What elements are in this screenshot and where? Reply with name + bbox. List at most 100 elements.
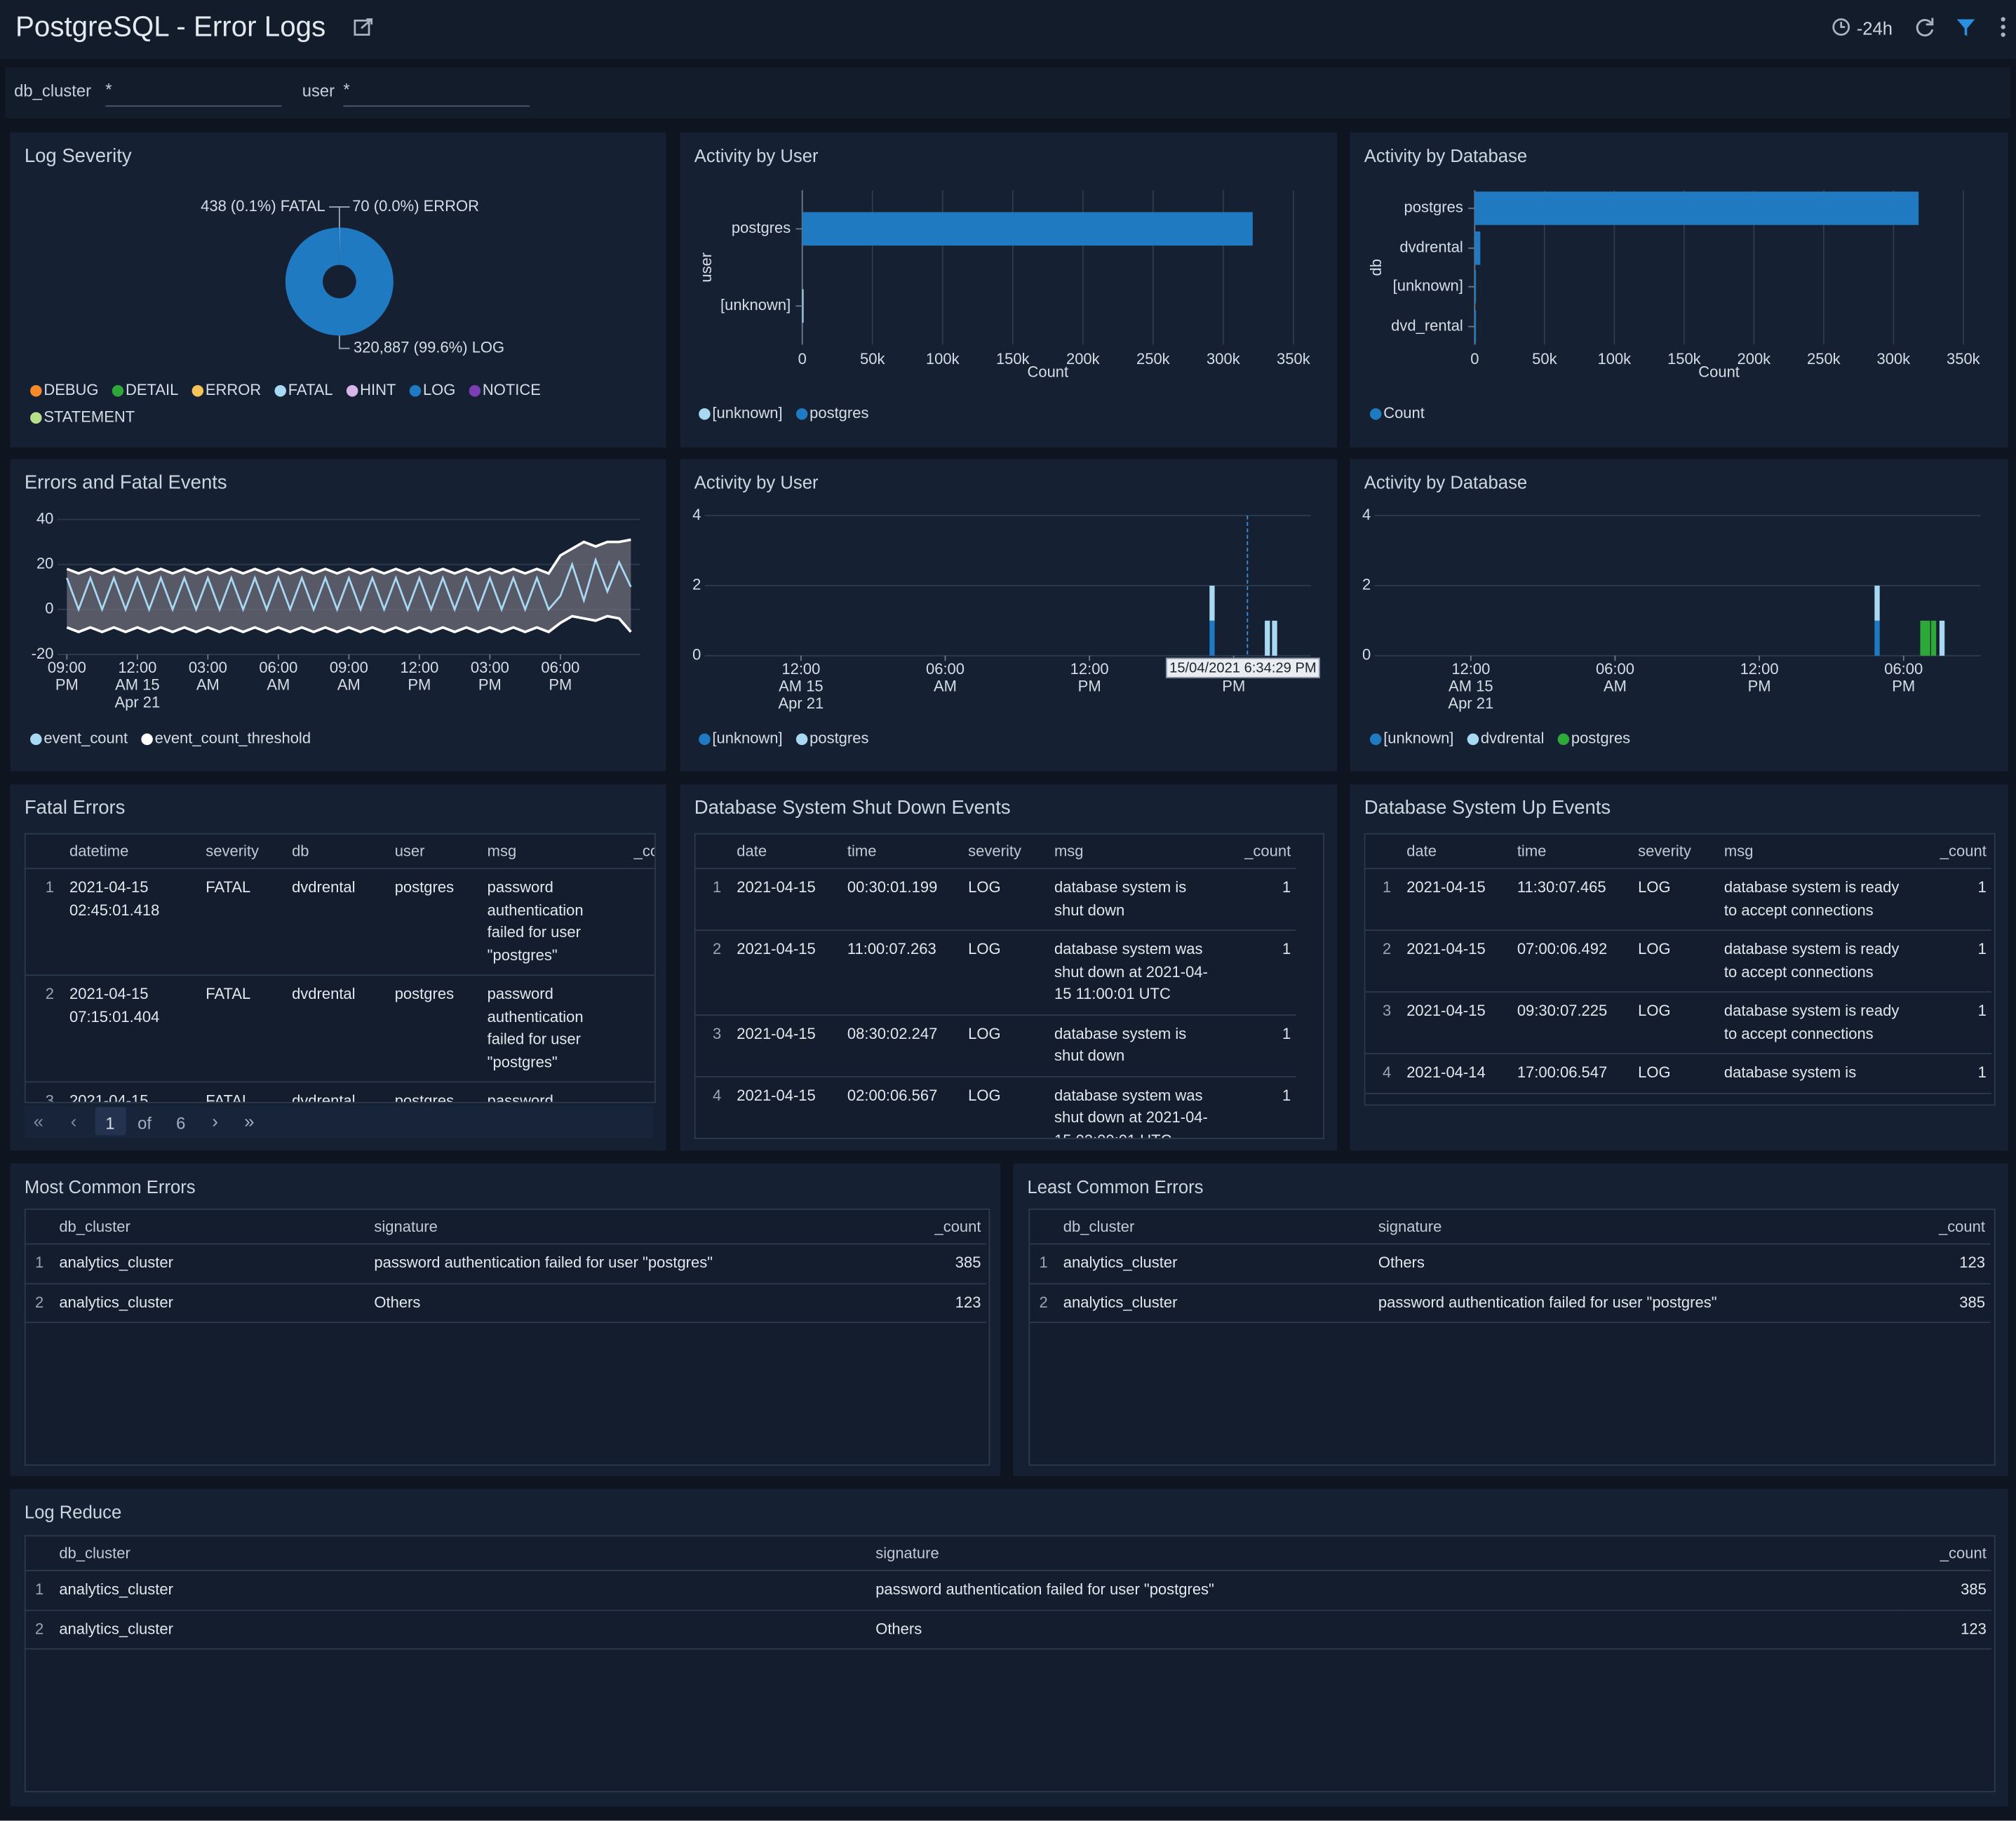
bar bbox=[1874, 620, 1880, 656]
table-cell: analytics_cluster bbox=[53, 1244, 370, 1284]
table-cell: 07:00:06.492 bbox=[1512, 930, 1633, 993]
bar bbox=[1474, 269, 1477, 304]
filter-bar: db_cluster * user * bbox=[5, 67, 2011, 119]
row-number: 3 bbox=[1365, 992, 1402, 1054]
column-header: _count bbox=[629, 834, 654, 870]
table-cell: database system is shut down bbox=[1049, 868, 1219, 932]
table-cell: analytics_cluster bbox=[1058, 1283, 1373, 1324]
x-tick-label: 100k bbox=[1597, 350, 1632, 368]
x-tick-label: 300k bbox=[1876, 350, 1911, 368]
x-tick-label: AM 15 bbox=[115, 676, 160, 694]
row-number: 1 bbox=[25, 1570, 54, 1611]
last-page[interactable]: » bbox=[244, 1110, 255, 1131]
table-cell: 1 bbox=[1914, 992, 1992, 1054]
legend-swatch bbox=[274, 384, 286, 397]
clock-icon[interactable] bbox=[1831, 17, 1851, 37]
filter-value[interactable]: * bbox=[105, 79, 112, 100]
legend-swatch bbox=[141, 733, 153, 746]
x-tick-label: AM bbox=[1604, 677, 1627, 694]
y-tick-label: 2 bbox=[692, 576, 701, 593]
page-number[interactable]: 1 bbox=[105, 1113, 115, 1133]
filter-icon[interactable] bbox=[1954, 15, 1977, 39]
slice-label: 438 (0.1%) FATAL bbox=[201, 197, 325, 215]
table-cell: Others bbox=[369, 1283, 899, 1324]
panel: Activity by Database bbox=[1350, 459, 2008, 772]
row-number-header bbox=[1365, 834, 1402, 870]
event-line bbox=[66, 556, 632, 612]
first-page[interactable]: « bbox=[33, 1110, 43, 1131]
table: db_cluster signature _count 1 analytics_clus… bbox=[24, 1208, 990, 1466]
x-tick-label: 12:00 bbox=[781, 660, 820, 678]
x-tick-label: 03:00 bbox=[189, 659, 227, 676]
table-row: 2 analytics_cluster password authenticatio… bbox=[1030, 1283, 1991, 1324]
legend-label: HINT bbox=[360, 381, 396, 398]
x-tick-label: 0 bbox=[1470, 350, 1479, 368]
bar bbox=[1474, 231, 1481, 265]
row-number-header bbox=[695, 834, 732, 870]
legend-swatch bbox=[795, 408, 808, 420]
table-cell: 00:30:01.199 bbox=[842, 868, 963, 932]
x-tick-label: 12:00 bbox=[1740, 660, 1779, 678]
row-number: 2 bbox=[25, 1609, 54, 1650]
pagination: « ‹ 1 of 6 › » bbox=[24, 1106, 654, 1138]
legend-label: Count bbox=[1383, 404, 1425, 422]
table-cell: LOG bbox=[1632, 868, 1719, 932]
table-cell: LOG bbox=[962, 1014, 1049, 1077]
page-box[interactable] bbox=[95, 1107, 126, 1136]
time-range[interactable]: -24h bbox=[1856, 18, 1893, 39]
column-header: db bbox=[286, 834, 390, 870]
legend-swatch bbox=[699, 733, 711, 746]
table-body: 1 analytics_cluster password authenticatio… bbox=[25, 1244, 986, 1324]
table: db_cluster signature _count 1 analytics_clus… bbox=[24, 1535, 1996, 1793]
panel-title: Log Severity bbox=[24, 145, 132, 168]
column-header: severity bbox=[200, 834, 287, 870]
next-page[interactable]: › bbox=[212, 1110, 218, 1131]
bar bbox=[1920, 620, 1926, 656]
x-tick-label: PM bbox=[1222, 677, 1245, 694]
legend-label: FATAL bbox=[288, 381, 333, 398]
bar bbox=[802, 289, 804, 323]
table-cell: postgres bbox=[389, 975, 483, 1083]
y-tick-label: -20 bbox=[32, 645, 54, 662]
table-grid: date time severity msg _count 1 2021-04-15 11:3… bbox=[1365, 834, 1992, 1094]
table-cell: database system was shut down at 2021-04… bbox=[1049, 930, 1219, 1016]
x-tick-label: PM bbox=[55, 676, 79, 694]
leader-line bbox=[329, 206, 350, 349]
column-header: signature bbox=[870, 1536, 1900, 1571]
prev-page[interactable]: ‹ bbox=[70, 1110, 77, 1131]
x-axis-label: Count bbox=[1027, 363, 1068, 380]
x-tick-label: Apr 21 bbox=[778, 694, 824, 712]
column-header: db_cluster bbox=[53, 1536, 871, 1571]
table-cell: analytics_cluster bbox=[53, 1609, 871, 1650]
row-number-header bbox=[25, 1209, 54, 1245]
table-cell: 1 bbox=[1914, 868, 1992, 932]
x-tick-label: 350k bbox=[1947, 350, 1981, 368]
table-cell: LOG bbox=[962, 930, 1049, 1016]
legend-swatch bbox=[112, 384, 124, 397]
table-cell: 2021-04-15 02:45:01.418 bbox=[64, 868, 201, 976]
pie-hole bbox=[323, 265, 356, 298]
y-tick-label: dvdrental bbox=[1399, 238, 1463, 256]
table-row: 4 2021-04-14 17:00:06.547 LOG database syste… bbox=[1365, 1054, 1992, 1094]
row-number-header bbox=[1030, 1209, 1059, 1245]
menu-icon[interactable] bbox=[1998, 15, 2008, 41]
threshold-lower bbox=[66, 614, 632, 633]
threshold-band bbox=[67, 539, 631, 632]
refresh-icon[interactable] bbox=[1913, 15, 1936, 39]
panel-title: Database System Up Events bbox=[1364, 797, 1611, 819]
x-tick-label: Apr 21 bbox=[1448, 694, 1493, 712]
panel-title: Least Common Errors bbox=[1027, 1176, 1204, 1197]
filter-value[interactable]: * bbox=[343, 79, 350, 100]
legend-label: STATEMENT bbox=[43, 408, 135, 426]
table-cell: analytics_cluster bbox=[53, 1283, 370, 1324]
table-cell: 11:30:07.465 bbox=[1512, 868, 1633, 932]
table-cell: 1 bbox=[1218, 1014, 1296, 1077]
share-icon[interactable] bbox=[352, 15, 375, 39]
table-body: 1 analytics_cluster Others 123 2 analytics_cl… bbox=[1030, 1244, 1991, 1324]
x-tick-label: 50k bbox=[860, 350, 885, 368]
table-grid: date time severity msg _count 1 2021-04-15 00:3… bbox=[695, 834, 1296, 1138]
table: date time severity msg _count 1 2021-04-15 11:3… bbox=[1364, 833, 1996, 1106]
table-cell: postgres bbox=[389, 1082, 483, 1102]
